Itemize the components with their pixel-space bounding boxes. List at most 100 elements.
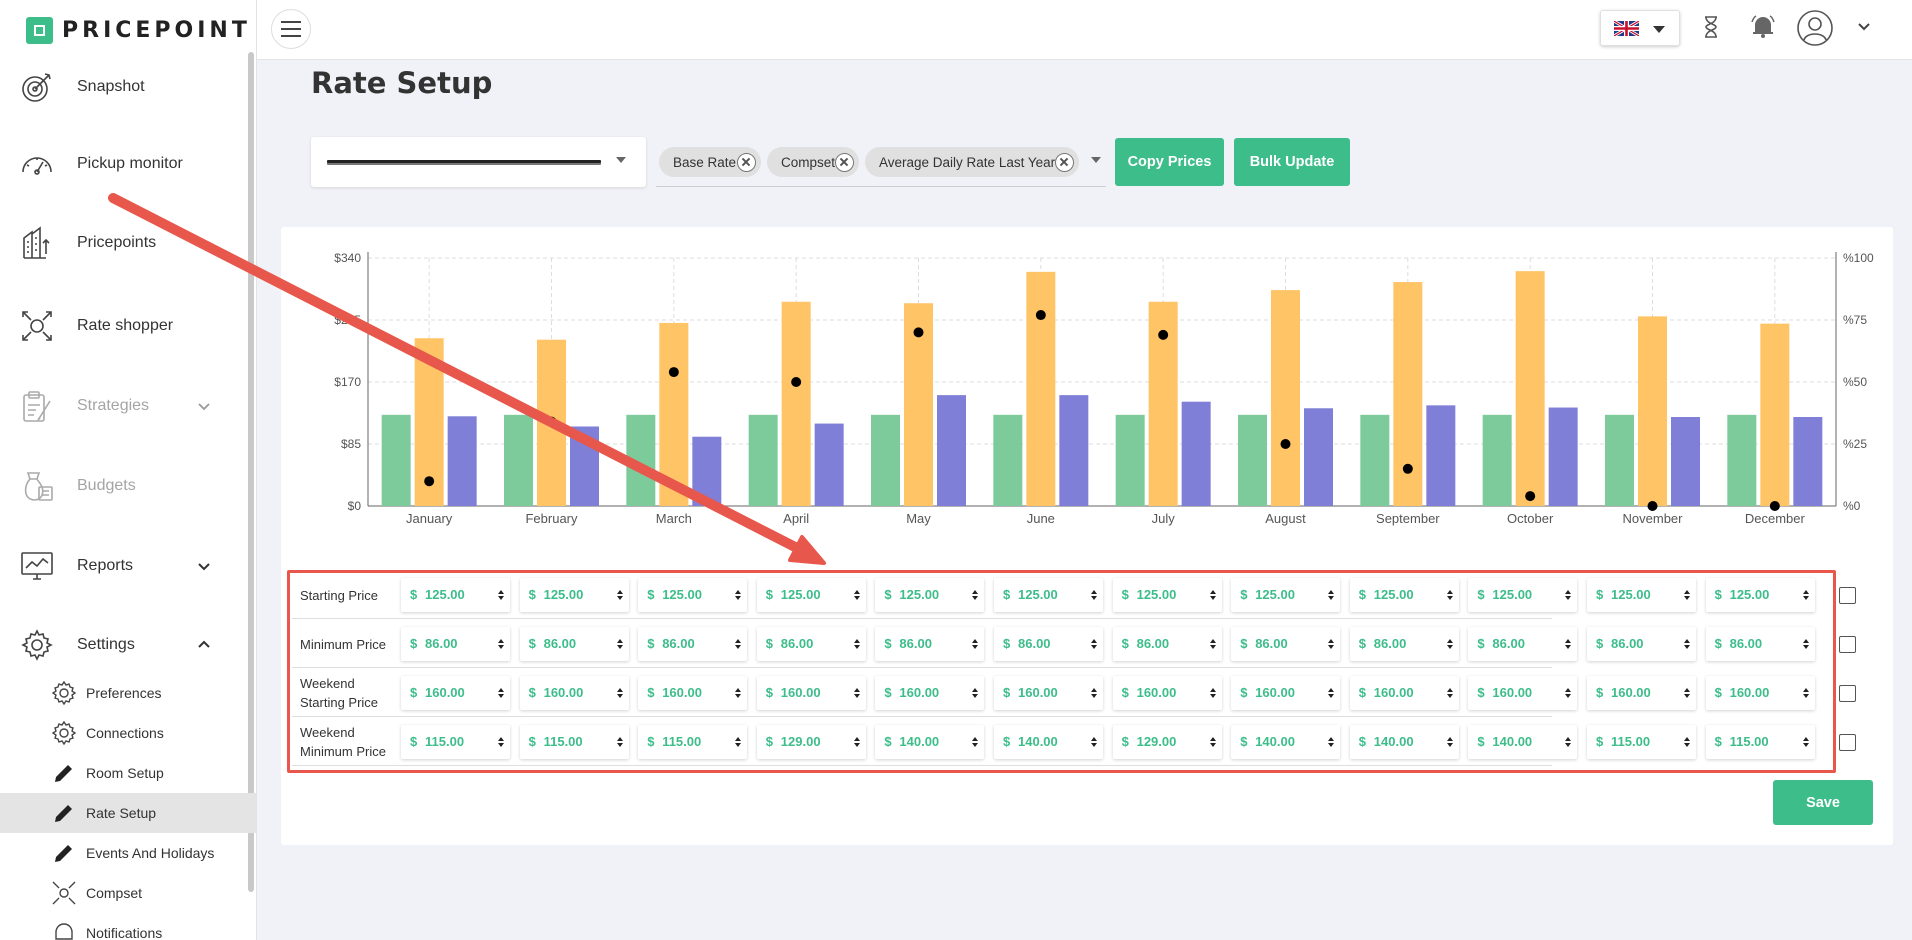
spinner-arrows-icon[interactable] — [972, 589, 979, 601]
spinner-arrows-icon[interactable] — [1684, 638, 1690, 650]
price-input[interactable]: $125.00 — [1231, 578, 1341, 612]
menu-toggle-button[interactable] — [271, 9, 311, 49]
language-selector[interactable] — [1600, 10, 1680, 46]
price-input[interactable]: $160.00 — [756, 676, 866, 710]
price-input[interactable]: $160.00 — [994, 676, 1103, 710]
spinner-arrows-icon[interactable] — [735, 736, 742, 748]
spinner-arrows-icon[interactable] — [1802, 736, 1809, 748]
price-input[interactable]: $115.00 — [401, 725, 510, 759]
spinner-arrows-icon[interactable] — [972, 736, 979, 748]
price-input[interactable]: $115.00 — [1705, 725, 1815, 759]
row-checkbox[interactable] — [1839, 587, 1856, 604]
spinner-arrows-icon[interactable] — [616, 736, 623, 748]
spinner-arrows-icon[interactable] — [735, 638, 742, 650]
sidebar-item-snapshot[interactable]: Snapshot — [0, 57, 250, 117]
spinner-arrows-icon[interactable] — [1091, 589, 1097, 601]
remove-tag-icon[interactable] — [835, 153, 854, 172]
price-input[interactable]: $86.00 — [1468, 627, 1578, 661]
price-input[interactable]: $129.00 — [756, 725, 866, 759]
sidebar-item-pickup-monitor[interactable]: Pickup monitor — [0, 134, 250, 194]
price-input[interactable]: $160.00 — [1112, 676, 1222, 710]
sidebar-subitem-preferences[interactable]: Preferences — [0, 673, 256, 713]
sidebar-subitem-notifications[interactable]: Notifications — [0, 913, 256, 940]
sidebar-subitem-connections[interactable]: Connections — [0, 713, 256, 753]
hourglass-icon[interactable] — [1704, 16, 1718, 38]
spinner-arrows-icon[interactable] — [1802, 589, 1809, 601]
price-input[interactable]: $125.00 — [519, 578, 629, 612]
price-input[interactable]: $125.00 — [994, 578, 1103, 612]
price-input[interactable]: $86.00 — [638, 627, 748, 661]
price-input[interactable]: $86.00 — [1349, 627, 1459, 661]
spinner-arrows-icon[interactable] — [1091, 687, 1097, 699]
sidebar-item-rate-shopper[interactable]: Rate shopper — [0, 296, 250, 356]
spinner-arrows-icon[interactable] — [972, 638, 979, 650]
price-input[interactable]: $140.00 — [1468, 725, 1578, 759]
caret-down-icon[interactable] — [1091, 157, 1101, 163]
spinner-arrows-icon[interactable] — [1684, 687, 1690, 699]
price-input[interactable]: $125.00 — [1587, 578, 1696, 612]
sidebar-item-pricepoints[interactable]: Pricepoints — [0, 213, 250, 273]
price-input[interactable]: $125.00 — [1349, 578, 1459, 612]
sidebar-subitem-room-setup[interactable]: Room Setup — [0, 753, 256, 793]
price-input[interactable]: $86.00 — [994, 627, 1103, 661]
spinner-arrows-icon[interactable] — [1802, 687, 1809, 699]
price-input[interactable]: $160.00 — [1705, 676, 1815, 710]
price-input[interactable]: $160.00 — [1468, 676, 1578, 710]
price-input[interactable]: $140.00 — [875, 725, 985, 759]
price-input[interactable]: $115.00 — [1587, 725, 1696, 759]
spinner-arrows-icon[interactable] — [1565, 736, 1572, 748]
sidebar-item-settings[interactable]: Settings — [0, 615, 250, 675]
spinner-arrows-icon[interactable] — [616, 638, 623, 650]
spinner-arrows-icon[interactable] — [853, 687, 860, 699]
price-input[interactable]: $86.00 — [1231, 627, 1341, 661]
spinner-arrows-icon[interactable] — [1328, 589, 1335, 601]
spinner-arrows-icon[interactable] — [1802, 638, 1809, 650]
price-input[interactable]: $160.00 — [519, 676, 629, 710]
sidebar-item-strategies[interactable]: Strategies — [0, 376, 250, 436]
price-input[interactable]: $160.00 — [401, 676, 510, 710]
price-input[interactable]: $115.00 — [519, 725, 629, 759]
spinner-arrows-icon[interactable] — [1091, 638, 1097, 650]
user-avatar-icon[interactable] — [1797, 10, 1833, 46]
spinner-arrows-icon[interactable] — [1684, 736, 1690, 748]
spinner-arrows-icon[interactable] — [498, 638, 504, 650]
price-input[interactable]: $125.00 — [875, 578, 985, 612]
price-input[interactable]: $86.00 — [401, 627, 510, 661]
spinner-arrows-icon[interactable] — [1565, 687, 1572, 699]
spinner-arrows-icon[interactable] — [1328, 638, 1335, 650]
spinner-arrows-icon[interactable] — [1209, 687, 1216, 699]
spinner-arrows-icon[interactable] — [616, 589, 623, 601]
sidebar-subitem-rate-setup[interactable]: Rate Setup — [0, 793, 256, 833]
logo[interactable]: PRICEPOINT — [26, 17, 251, 44]
chevron-down-icon[interactable] — [1858, 22, 1870, 31]
price-input[interactable]: $160.00 — [1349, 676, 1459, 710]
copy-prices-button[interactable]: Copy Prices — [1115, 138, 1224, 186]
sidebar-subitem-events-and-holidays[interactable]: Events And Holidays — [0, 833, 256, 873]
price-input[interactable]: $125.00 — [756, 578, 866, 612]
price-input[interactable]: $86.00 — [1587, 627, 1696, 661]
save-button[interactable]: Save — [1773, 780, 1873, 825]
price-input[interactable]: $129.00 — [1112, 725, 1222, 759]
spinner-arrows-icon[interactable] — [498, 687, 504, 699]
price-input[interactable]: $125.00 — [1468, 578, 1578, 612]
price-input[interactable]: $125.00 — [1705, 578, 1815, 612]
spinner-arrows-icon[interactable] — [735, 589, 742, 601]
sidebar-subitem-compset[interactable]: Compset — [0, 873, 256, 913]
remove-tag-icon[interactable] — [1055, 153, 1074, 172]
spinner-arrows-icon[interactable] — [1446, 638, 1453, 650]
price-input[interactable]: $125.00 — [401, 578, 510, 612]
price-input[interactable]: $86.00 — [875, 627, 985, 661]
spinner-arrows-icon[interactable] — [972, 687, 979, 699]
price-input[interactable]: $160.00 — [875, 676, 985, 710]
sidebar-item-budgets[interactable]: Budgets — [0, 456, 250, 516]
price-input[interactable]: $160.00 — [638, 676, 748, 710]
price-input[interactable]: $86.00 — [1112, 627, 1222, 661]
price-input[interactable]: $115.00 — [638, 725, 748, 759]
spinner-arrows-icon[interactable] — [1684, 589, 1690, 601]
price-input[interactable]: $160.00 — [1587, 676, 1696, 710]
price-input[interactable]: $86.00 — [756, 627, 866, 661]
price-input[interactable]: $86.00 — [519, 627, 629, 661]
row-checkbox[interactable] — [1839, 685, 1856, 702]
sidebar-item-reports[interactable]: Reports — [0, 536, 250, 596]
price-input[interactable]: $140.00 — [1231, 725, 1341, 759]
